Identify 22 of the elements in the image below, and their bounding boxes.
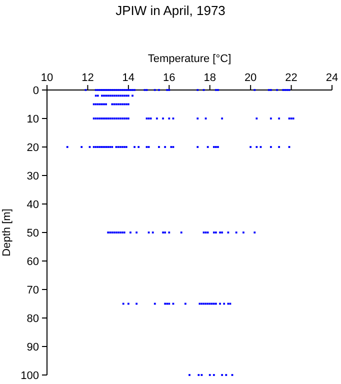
y-tick-label: 100 xyxy=(20,370,39,382)
x-tick-label: 10 xyxy=(40,72,54,84)
y-tick-label: 80 xyxy=(26,313,39,325)
x-tick-label: 16 xyxy=(163,72,176,84)
y-tick-label: 90 xyxy=(26,342,39,354)
y-tick-label: 60 xyxy=(26,256,39,268)
x-tick-label: 12 xyxy=(82,72,94,84)
y-tick-label: 0 xyxy=(32,85,39,97)
y-tick-label: 20 xyxy=(26,142,39,154)
x-tick-label: 20 xyxy=(244,72,257,84)
x-tick-label: 22 xyxy=(285,72,298,84)
y-tick-label: 40 xyxy=(26,199,39,211)
y-tick-label: 30 xyxy=(26,170,39,182)
chart-title: JPIW in April, 1973 xyxy=(116,3,226,18)
y-axis-title: Depth [m] xyxy=(1,208,13,256)
x-tick-label: 14 xyxy=(122,72,135,84)
y-tick-label: 70 xyxy=(26,284,39,296)
x-tick-label: 24 xyxy=(326,72,338,84)
x-tick-label: 18 xyxy=(204,72,216,84)
x-axis-title: Temperature [°C] xyxy=(148,53,232,65)
y-tick-label: 10 xyxy=(26,114,39,126)
y-tick-label: 50 xyxy=(26,228,39,240)
